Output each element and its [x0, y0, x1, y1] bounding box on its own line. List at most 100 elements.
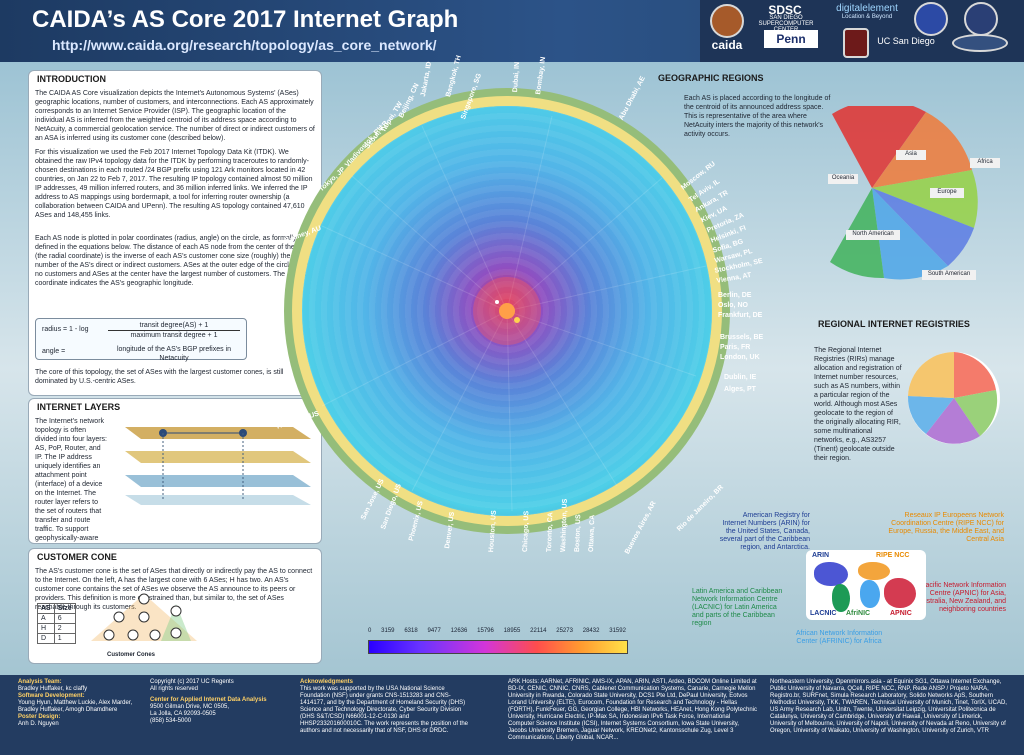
dhs-seal-icon	[964, 2, 998, 36]
map-region-lacnic	[832, 584, 850, 612]
footer-poster-head: Poster Design:	[18, 714, 61, 720]
customer-cone-paragraph: The AS's customer cone is the set of ASe…	[35, 568, 313, 611]
legend-value: 25273	[556, 628, 573, 634]
legend-value: 3159	[381, 628, 395, 634]
legend-value: 18955	[503, 628, 521, 634]
rir-apnic-text: Asia-Pacific Network Information Centre …	[904, 582, 1006, 613]
formula-box: radius = 1 - log transit degree(AS) + 1 …	[35, 318, 247, 362]
map-label-arin: ARIN	[812, 552, 830, 559]
map-region-apnic	[884, 578, 916, 608]
city-label: Dublin, IE	[724, 374, 757, 381]
footer-copyright: Copyright (c) 2017 UC Regents All rights…	[150, 679, 270, 725]
legend-value: 31592	[609, 628, 626, 634]
region-label-oceania: Oceania	[828, 174, 858, 184]
partner-seal-icon	[952, 34, 1008, 52]
rir-lacnic-text: Latin America and Caribbean Network Info…	[692, 588, 783, 627]
rir-arin-text: American Registry for Internet Numbers (…	[719, 512, 810, 551]
footer-address-1: 9500 Gilman Drive, MC 0505,	[150, 704, 230, 710]
city-label: Alges, PT	[724, 386, 756, 393]
region-label-asia: Asia	[896, 150, 926, 160]
rir-afrinic-text: African Network Information Center (AFRI…	[795, 630, 883, 645]
customer-cone-caption: Customer Cones	[107, 652, 156, 658]
internet-layers-text: The Internet's network topology is often…	[35, 418, 107, 542]
footer-analysis-text: Bradley Huffaker, kc claffy	[18, 686, 88, 692]
footer-ack-text: This work was supported by the USA Natio…	[300, 686, 468, 734]
internet-layers-panel: INTERNET LAYERS The Internet's network t…	[28, 398, 322, 544]
table-row-size: 1	[53, 633, 76, 644]
map-region-arin	[814, 562, 848, 586]
legend-value: 22114	[530, 628, 547, 634]
ucsd-logo: UC San Diego	[877, 36, 935, 46]
rir-radial-chart	[907, 351, 1000, 444]
city-label: London, UK	[720, 354, 760, 361]
footer-analysis-head: Analysis Team:	[18, 679, 62, 685]
rir-info: American Registry for Internet Numbers (…	[692, 496, 1024, 658]
customer-cone-panel: CUSTOMER CONE The AS's customer cone is …	[28, 548, 322, 664]
geographic-regions-title: GEOGRAPHIC REGIONS	[658, 73, 764, 83]
table-row-size: 2	[53, 623, 76, 634]
introduction-panel: INTRODUCTION The CAIDA AS Core visualiza…	[28, 70, 322, 396]
internet-layers-title: INTERNET LAYERS	[37, 402, 121, 412]
city-label: Brussels, BE	[720, 334, 764, 341]
university-crest-icon	[843, 28, 869, 58]
city-label: Paris, FR	[720, 344, 751, 351]
caida-logo-icon	[710, 4, 744, 38]
city-label: Berlin, DE	[718, 292, 752, 299]
table-row-as: H	[37, 623, 55, 634]
rir-world-map: ARIN RIPE NCC LACNIC AfriNIC APNIC	[806, 550, 926, 620]
sponsor-logos: caida SDSC SAN DIEGO SUPERCOMPUTER CENTE…	[700, 0, 1024, 62]
legend-value: 6318	[404, 628, 418, 634]
table-header-size: Size	[53, 603, 76, 614]
customer-cone-title: CUSTOMER CONE	[37, 552, 117, 562]
footer: Analysis Team: Bradley Huffaker, kc claf…	[0, 675, 1024, 755]
footer-hosts-text: ARK Hosts: AARNet, AFRINIC, AMS-IX, APAN…	[508, 679, 757, 741]
page-title: CAIDA’s AS Core 2017 Internet Graph	[32, 6, 459, 33]
introduction-title: INTRODUCTION	[37, 74, 106, 84]
as-core-graph-circle[interactable]	[302, 106, 712, 516]
nsf-seal-icon	[914, 2, 948, 36]
footer-rights-text: All rights reserved	[150, 686, 199, 692]
sdsc-logo: SDSC	[768, 3, 802, 17]
legend-value: 15796	[477, 628, 494, 634]
footer-software-text: Young Hyun, Matthew Luckie, Alex Marder,…	[18, 700, 133, 713]
map-region-ripe	[858, 562, 890, 580]
map-region-afrinic	[860, 580, 880, 608]
regional-registries-text: The Regional Internet Registries (RIRs) …	[814, 347, 902, 462]
as-core-graph-links	[321, 115, 707, 512]
penn-logo: Penn	[764, 30, 818, 48]
caida-logo-label: caida	[711, 38, 743, 52]
city-label: Frankfurt, DE	[718, 312, 763, 319]
radius-denominator: maximum transit degree + 1	[130, 332, 218, 339]
legend-value: 9477	[427, 628, 441, 634]
angle-expression: longitude of the AS's BGP prefixes in Ne…	[116, 346, 232, 362]
footer-address-2: La Jolla, CA 92093-0505	[150, 711, 216, 717]
page-url[interactable]: http://www.caida.org/research/topology/a…	[52, 37, 437, 53]
table-row-as: D	[37, 633, 55, 644]
geographic-regions-panel: GEOGRAPHIC REGIONS Each AS is placed acc…	[650, 70, 1002, 316]
footer-ack-head: Acknowledgments	[300, 679, 354, 685]
region-label-europe: Europe	[930, 188, 964, 198]
table-row-as: A	[37, 613, 55, 624]
radius-label: radius = 1 - log	[42, 326, 89, 333]
geographic-regions-text: Each AS is placed according to the longi…	[684, 95, 831, 138]
introduction-paragraph-3: Each AS node is plotted in polar coordin…	[35, 235, 314, 287]
map-label-ripe: RIPE NCC	[876, 552, 910, 559]
customer-cone-diagram	[91, 593, 197, 641]
legend-labels: 0 3159 6318 9477 12636 15796 18955 22114…	[368, 628, 626, 634]
footer-partners-text: Northeastern University, Openmirrors.asi…	[770, 679, 1007, 734]
footer-poster-text: Anh D. Nguyen	[18, 721, 59, 727]
introduction-paragraph-1: The CAIDA AS Core visualization depicts …	[35, 90, 315, 142]
city-label: Ottawa, CA	[588, 514, 597, 553]
footer-copyright-text: Copyright (c) 2017 UC Regents	[150, 679, 234, 685]
city-label: Chicago, US	[522, 510, 531, 553]
region-label-africa: Africa	[970, 158, 1000, 168]
legend-value: 0	[368, 628, 372, 634]
internet-layers-diagram	[125, 427, 311, 505]
footer-acknowledgments: Acknowledgments This work was supported …	[300, 679, 470, 735]
regional-registries-panel: REGIONAL INTERNET REGISTRIES The Regiona…	[814, 316, 1000, 496]
angle-label: angle =	[42, 348, 66, 355]
map-label-apnic: APNIC	[890, 610, 912, 617]
map-label-lacnic: LACNIC	[810, 610, 837, 617]
legend-value: 28432	[582, 628, 600, 634]
